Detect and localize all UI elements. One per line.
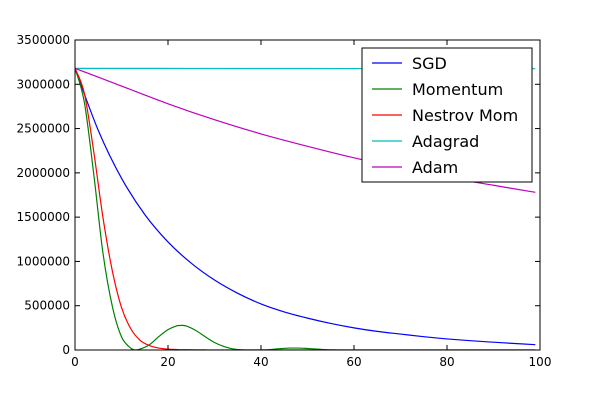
y-tick-label: 3000000 (17, 77, 70, 91)
y-tick-label: 500000 (24, 299, 70, 313)
x-tick-label: 20 (160, 355, 175, 369)
x-tick-label: 80 (439, 355, 454, 369)
plot-frame (74, 39, 541, 351)
legend-label: Adam (412, 158, 458, 177)
y-tick-label: 2000000 (17, 166, 70, 180)
y-tick-label: 3500000 (17, 33, 70, 47)
legend-label: SGD (412, 54, 447, 73)
legend-label: Momentum (412, 80, 503, 99)
legend-label: Nestrov Mom (412, 106, 518, 125)
x-tick-label: 40 (253, 355, 268, 369)
series-line-sgd (75, 68, 536, 346)
legend: SGD Momentum Nestrov Mom Adagrad Adam (361, 47, 533, 183)
y-tick-label: 0 (62, 343, 70, 357)
legend-label: Adagrad (412, 132, 479, 151)
x-tick-label: 100 (529, 355, 552, 369)
x-tick-label: 0 (71, 355, 79, 369)
y-tick-label: 2500000 (17, 122, 70, 136)
x-tick-label: 60 (346, 355, 361, 369)
y-tick-label: 1500000 (17, 210, 70, 224)
axis-ticks: 0 20 40 60 80 100 0 500000 1000000 1500000 2000000… (17, 33, 552, 369)
y-tick-label: 1000000 (17, 254, 70, 268)
